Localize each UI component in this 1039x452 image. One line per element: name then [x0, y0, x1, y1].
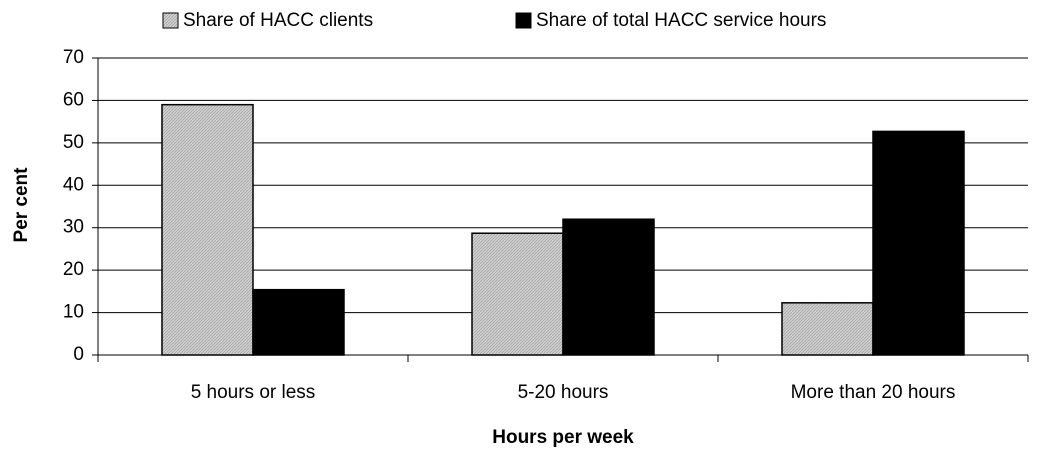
y-tick-label: 20	[63, 259, 84, 280]
legend-label: Share of HACC clients	[183, 10, 373, 31]
y-tick-label: 0	[73, 344, 84, 365]
legend-swatch	[515, 12, 532, 29]
y-tick-label: 70	[63, 47, 84, 68]
y-axis-title: Per cent	[11, 167, 32, 243]
bar	[872, 130, 965, 356]
y-tick-label: 10	[63, 302, 84, 323]
x-tick-label: 5 hours or less	[191, 382, 316, 403]
legend-swatch	[162, 12, 179, 29]
legend-label: Share of total HACC service hours	[536, 10, 826, 31]
x-tick-label: More than 20 hours	[791, 382, 956, 403]
bar	[252, 288, 345, 356]
x-tick-label: 5-20 hours	[518, 382, 609, 403]
bar	[161, 103, 254, 356]
bar	[562, 218, 655, 356]
bar	[471, 232, 564, 356]
y-tick-label: 60	[63, 89, 84, 110]
y-tick-label: 40	[63, 174, 84, 195]
bar	[781, 302, 874, 356]
y-tick-label: 50	[63, 132, 84, 153]
x-axis-title: Hours per week	[492, 427, 634, 448]
y-tick-label: 30	[63, 217, 84, 238]
